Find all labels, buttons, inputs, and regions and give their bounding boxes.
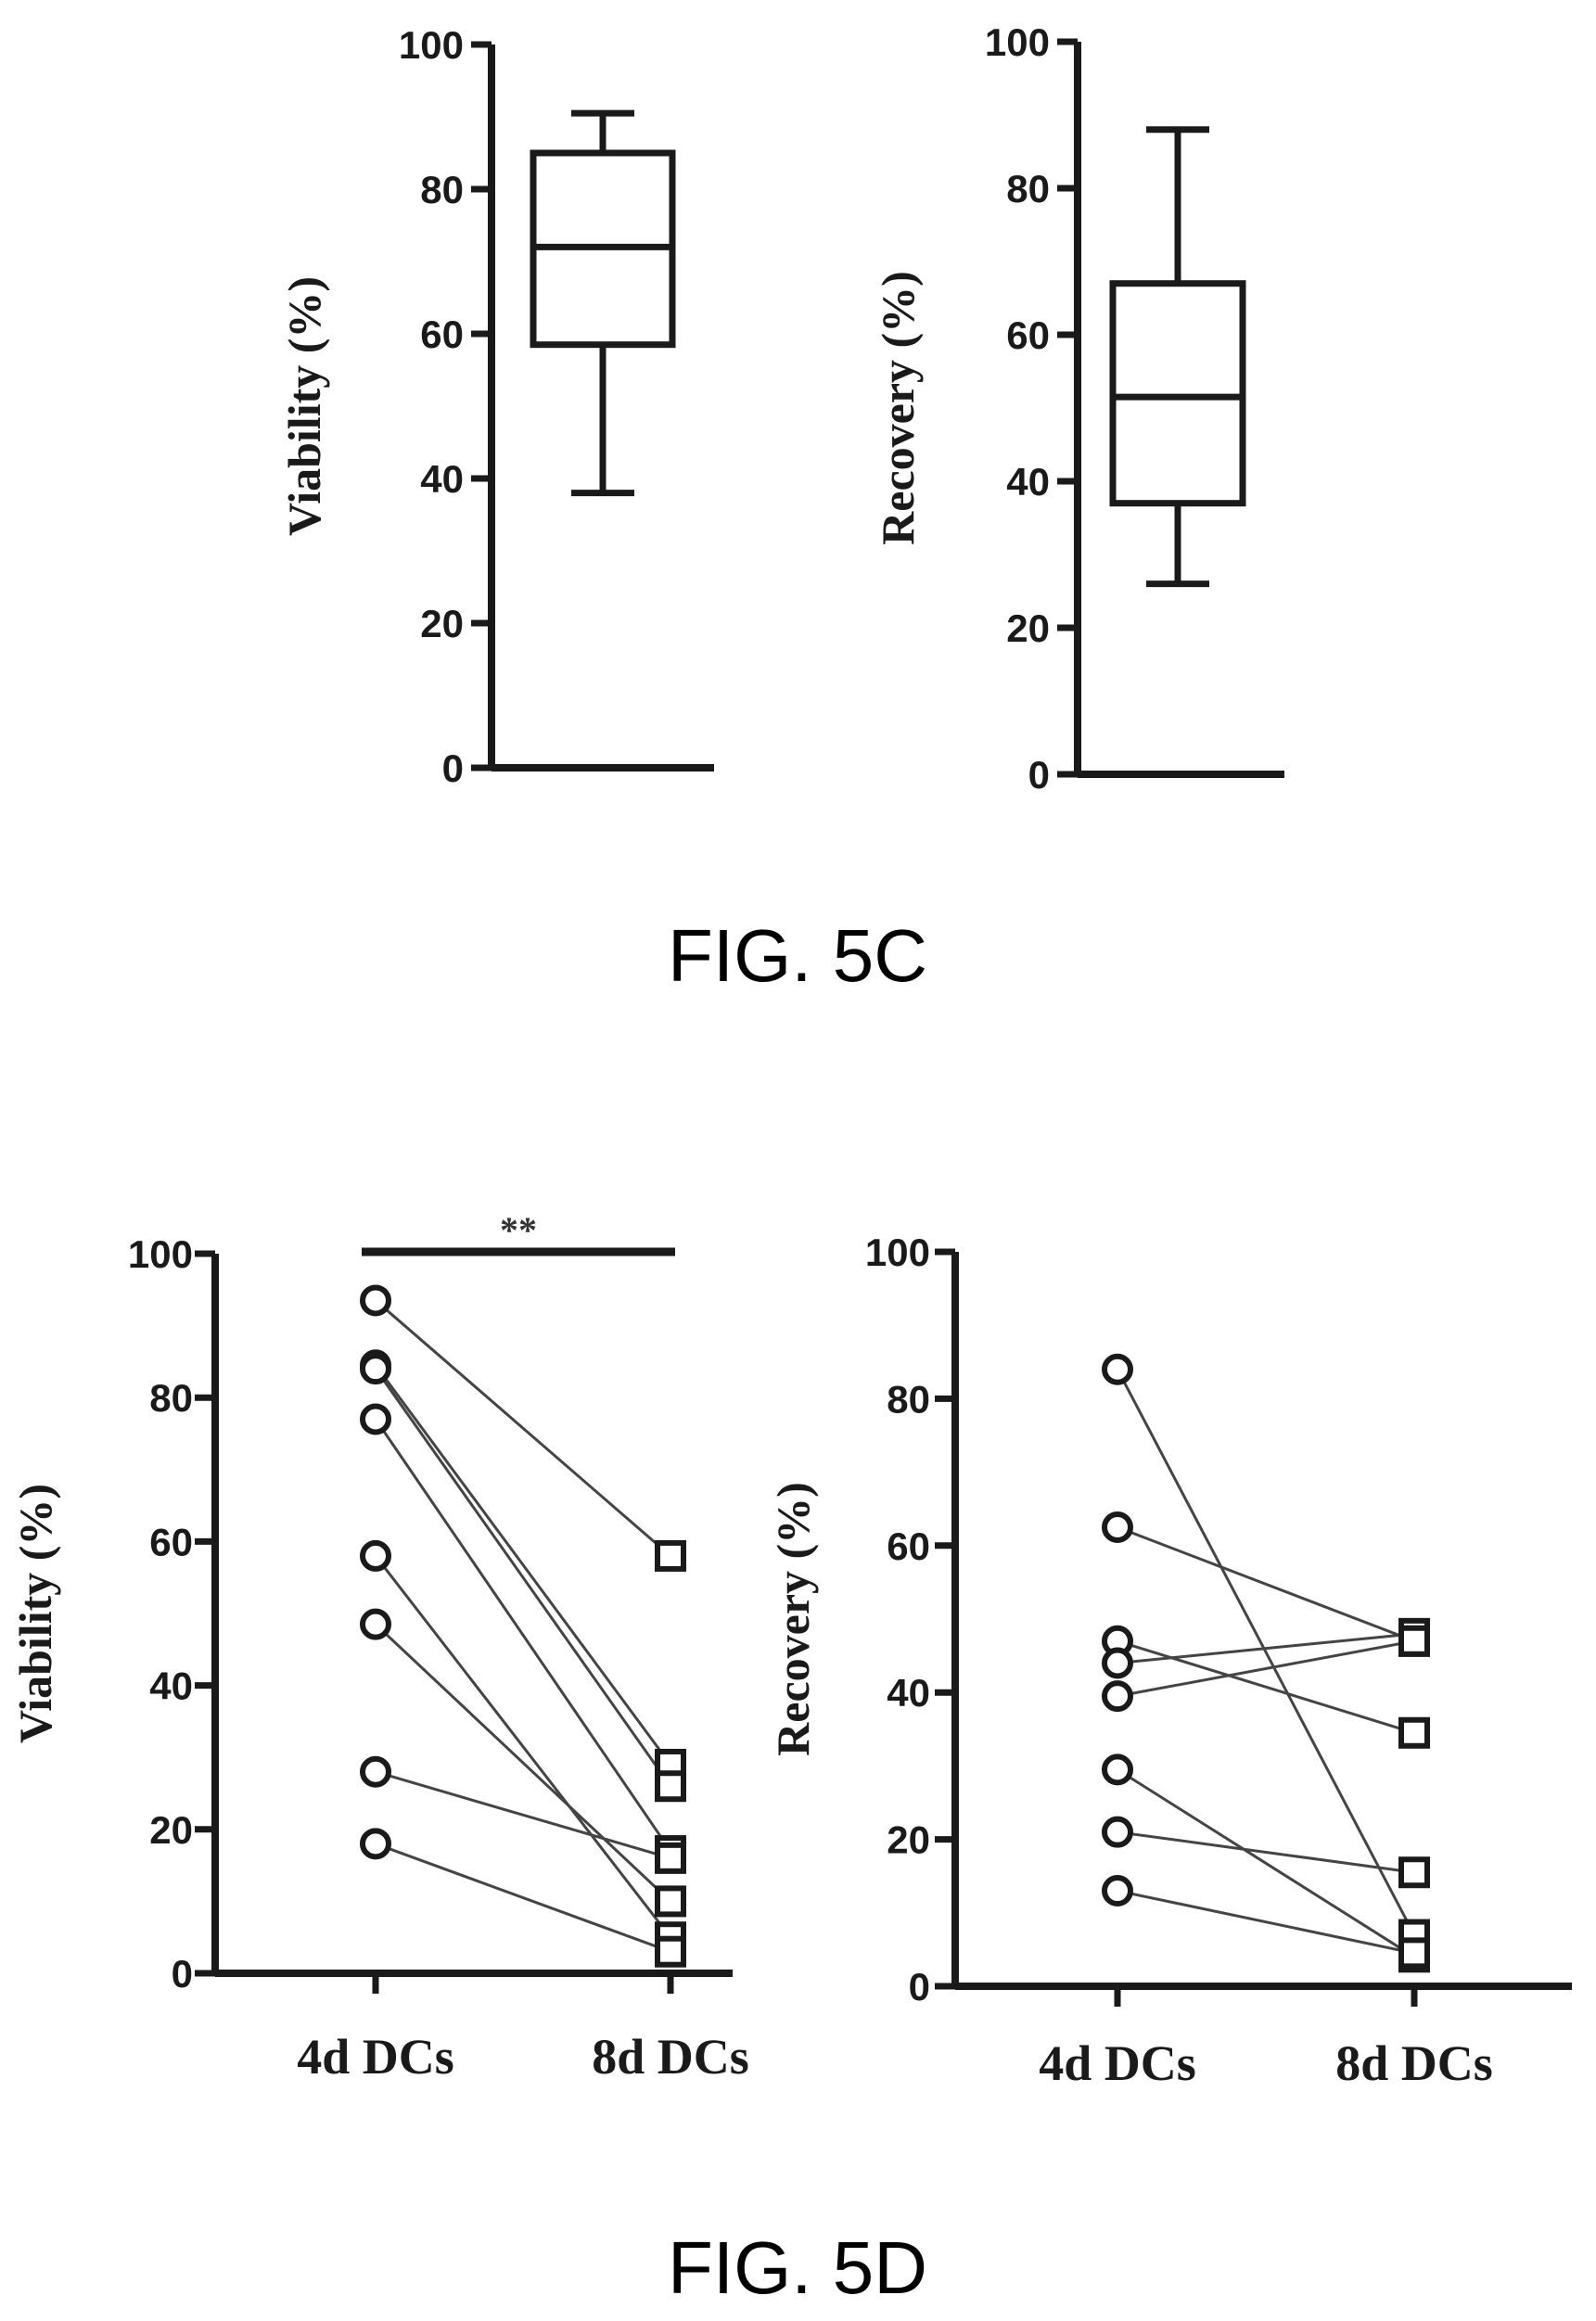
y-tick-label: 80 xyxy=(887,1377,930,1421)
point-8d-square xyxy=(658,1845,683,1871)
point-4d-circle xyxy=(363,1406,389,1432)
point-4d-circle xyxy=(363,1759,389,1785)
y-tick-label: 0 xyxy=(442,746,464,790)
y-tick-label: 0 xyxy=(1028,753,1050,797)
x-category-label: 4d DCs xyxy=(297,2029,454,2085)
y-axis-title: Viability (%) xyxy=(9,1484,61,1743)
y-tick-label: 60 xyxy=(149,1520,193,1563)
y-tick-label: 100 xyxy=(985,20,1050,64)
point-4d-circle xyxy=(363,1612,389,1638)
point-4d-circle xyxy=(1104,1514,1130,1540)
x-category-label: 4d DCs xyxy=(1039,2035,1196,2091)
point-4d-circle xyxy=(1104,1357,1130,1383)
x-category-label: 8d DCs xyxy=(592,2029,749,2085)
y-axis-title: Recovery (%) xyxy=(767,1482,819,1756)
y-tick-label: 60 xyxy=(1006,313,1050,357)
point-8d-square xyxy=(658,1543,683,1569)
y-tick-label: 60 xyxy=(420,312,464,356)
figure-caption-5c: FIG. 5C xyxy=(668,914,927,997)
y-tick-label: 80 xyxy=(149,1376,193,1420)
y-tick-label: 100 xyxy=(865,1231,930,1274)
y-axis-title: Viability (%) xyxy=(278,276,330,536)
y-tick-label: 100 xyxy=(128,1232,193,1276)
point-4d-circle xyxy=(1104,1651,1130,1677)
point-4d-circle xyxy=(1104,1819,1130,1845)
point-4d-circle xyxy=(1104,1683,1130,1709)
significance-marker: ** xyxy=(500,1209,537,1251)
figure-caption-5d: FIG. 5D xyxy=(668,2226,927,2309)
point-8d-square xyxy=(1401,1720,1427,1746)
point-4d-circle xyxy=(363,1830,389,1856)
y-axis-title: Recovery (%) xyxy=(872,271,924,545)
y-tick-label: 40 xyxy=(149,1664,193,1708)
point-8d-square xyxy=(1401,1940,1427,1966)
point-4d-circle xyxy=(363,1356,389,1382)
point-8d-square xyxy=(1401,1859,1427,1885)
point-4d-circle xyxy=(363,1287,389,1313)
point-4d-circle xyxy=(1104,1878,1130,1904)
y-tick-label: 20 xyxy=(149,1808,193,1852)
y-tick-label: 80 xyxy=(1006,167,1050,210)
y-tick-label: 40 xyxy=(1006,460,1050,504)
point-4d-circle xyxy=(363,1543,389,1569)
point-4d-circle xyxy=(1104,1756,1130,1782)
y-tick-label: 40 xyxy=(887,1671,930,1715)
y-tick-label: 40 xyxy=(420,457,464,501)
y-tick-label: 20 xyxy=(887,1818,930,1862)
y-tick-label: 20 xyxy=(1006,606,1050,650)
y-tick-label: 100 xyxy=(399,23,464,67)
y-tick-label: 0 xyxy=(909,1965,930,2009)
point-8d-square xyxy=(658,1888,683,1914)
point-8d-square xyxy=(1401,1628,1427,1654)
y-tick-label: 60 xyxy=(887,1524,930,1568)
x-category-label: 8d DCs xyxy=(1335,2035,1493,2091)
point-8d-square xyxy=(658,1939,683,1965)
y-tick-label: 0 xyxy=(172,1952,193,1996)
point-8d-square xyxy=(658,1773,683,1799)
y-tick-label: 80 xyxy=(420,168,464,211)
y-tick-label: 20 xyxy=(420,602,464,645)
